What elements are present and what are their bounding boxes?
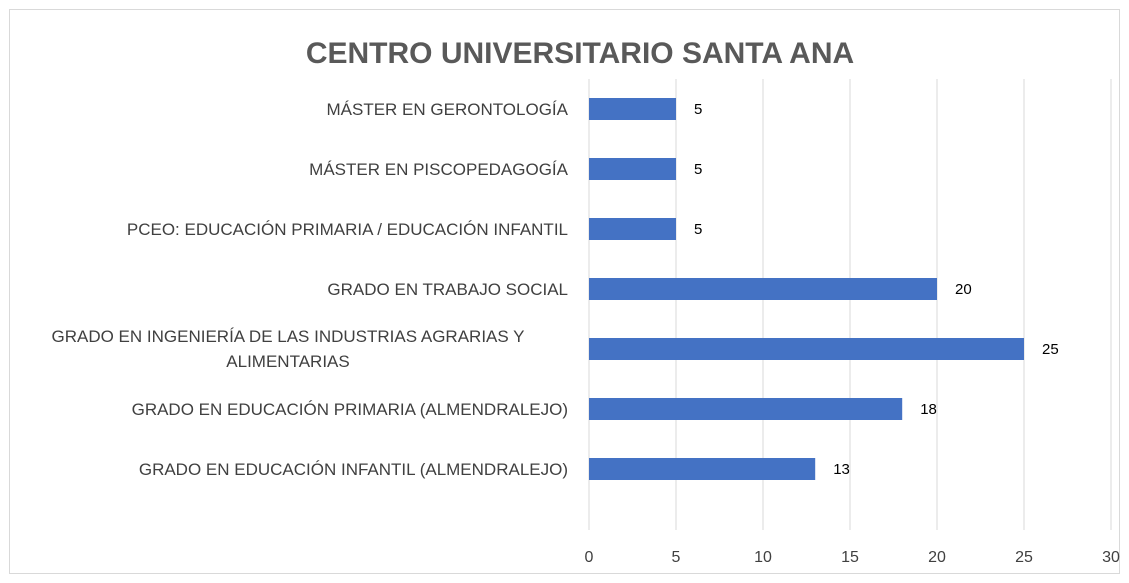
data-label: 5 [694, 101, 702, 118]
x-tick-label: 10 [754, 549, 772, 566]
bar [589, 218, 676, 240]
y-tick-label-box: GRADO EN EDUCACIÓN INFANTIL (ALMENDRALEJ… [139, 439, 568, 499]
y-tick-label: GRADO EN EDUCACIÓN PRIMARIA (ALMENDRALEJ… [131, 399, 568, 419]
data-label: 13 [833, 461, 850, 478]
bar [589, 278, 937, 300]
bar [589, 98, 676, 120]
y-tick-label-box: MÁSTER EN PISCOPEDAGOGÍA [309, 139, 568, 199]
y-tick-label: GRADO EN TRABAJO SOCIAL [327, 279, 568, 299]
bar [589, 398, 903, 420]
y-tick-label-box: GRADO EN EDUCACIÓN PRIMARIA (ALMENDRALEJ… [132, 379, 568, 439]
y-tick-label-box: GRADO EN INGENIERÍA DE LAS INDUSTRIAS AG… [8, 319, 568, 379]
x-tick-label: 5 [672, 549, 681, 566]
x-tick-label: 25 [1015, 549, 1033, 566]
y-tick-label: GRADO EN EDUCACIÓN INFANTIL (ALMENDRALEJ… [138, 459, 568, 479]
x-tick-label: 20 [928, 549, 946, 566]
data-label: 25 [1042, 341, 1059, 358]
data-label: 20 [955, 281, 972, 298]
y-tick-label: MÁSTER EN PISCOPEDAGOGÍA [309, 159, 568, 179]
bar [589, 158, 676, 180]
x-tick-label: 0 [585, 549, 594, 566]
y-tick-label-box: MÁSTER EN GERONTOLOGÍA [326, 79, 568, 139]
y-tick-label-box: PCEO: EDUCACIÓN PRIMARIA / EDUCACIÓN INF… [127, 199, 568, 259]
y-tick-label: MÁSTER EN GERONTOLOGÍA [326, 99, 568, 119]
bar [589, 338, 1024, 360]
chart-title: CENTRO UNIVERSITARIO SANTA ANA [306, 37, 854, 70]
y-tick-label-box: GRADO EN TRABAJO SOCIAL [327, 259, 568, 319]
y-tick-label: GRADO EN INGENIERÍA DE LAS INDUSTRIAS AG… [51, 327, 525, 371]
data-label: 5 [694, 221, 702, 238]
y-tick-label: PCEO: EDUCACIÓN PRIMARIA / EDUCACIÓN INF… [126, 219, 568, 239]
data-label: 5 [694, 161, 702, 178]
bar [589, 458, 816, 480]
x-tick-label: 15 [841, 549, 859, 566]
data-label: 18 [920, 401, 937, 418]
x-tick-label: 30 [1102, 549, 1120, 566]
